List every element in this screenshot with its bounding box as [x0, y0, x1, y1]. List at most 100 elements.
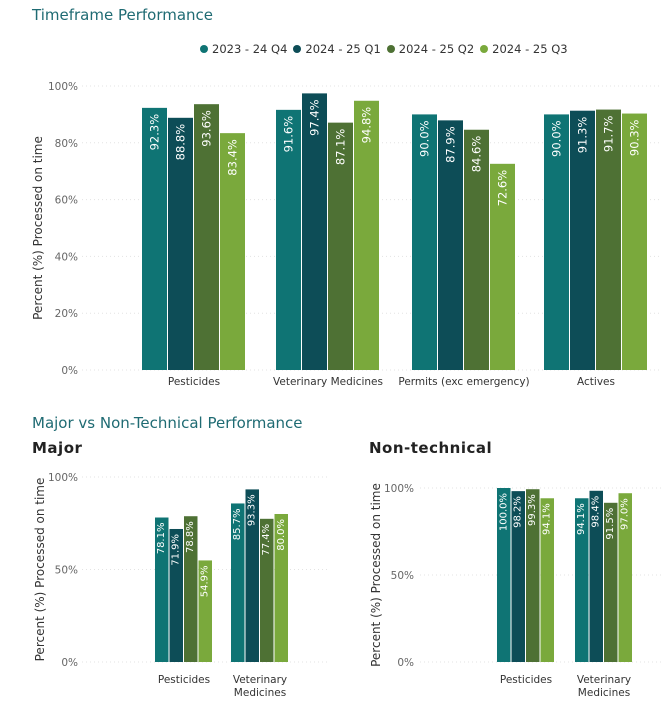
bar	[589, 490, 603, 662]
bar	[354, 100, 379, 370]
y-tick-label: 60%	[55, 195, 78, 207]
y-tick-label: 0%	[61, 657, 78, 669]
data-label: 90.0%	[550, 120, 564, 157]
bar	[274, 514, 288, 662]
data-label: 93.3%	[247, 494, 258, 526]
data-label: 92.3%	[148, 114, 162, 151]
y-tick-label: 100%	[384, 483, 414, 495]
bar	[169, 528, 183, 662]
data-label: 84.6%	[470, 136, 484, 173]
bar	[618, 493, 632, 662]
bar	[544, 114, 569, 371]
data-label: 91.7%	[602, 116, 616, 153]
data-label: 91.6%	[282, 116, 296, 153]
bar	[526, 489, 540, 662]
bar	[302, 93, 327, 370]
legend-label: 2024 - 25 Q3	[492, 42, 568, 56]
category-label: Veterinary	[233, 674, 287, 686]
bar	[596, 109, 621, 371]
major-chart-title: Major	[32, 439, 83, 457]
data-label: 97.4%	[308, 99, 322, 136]
data-label: 78.1%	[156, 523, 167, 555]
category-label: Pesticides	[500, 674, 552, 686]
bar	[570, 110, 595, 370]
data-label: 94.1%	[576, 503, 587, 535]
bar	[231, 503, 245, 662]
data-label: 94.1%	[542, 503, 553, 535]
bar	[245, 489, 259, 662]
data-label: 80.0%	[276, 519, 287, 551]
legend-item[interactable]: 2024 - 25 Q3	[480, 42, 568, 56]
data-label: 77.4%	[261, 524, 272, 556]
legend-swatch	[293, 45, 302, 53]
bar	[142, 107, 167, 371]
data-label: 98.4%	[591, 496, 602, 528]
bar	[511, 491, 525, 662]
bar	[575, 498, 589, 662]
data-label: 98.2%	[513, 496, 524, 528]
data-label: 88.8%	[174, 124, 188, 161]
category-label: Medicines	[234, 687, 286, 699]
legend-label: 2023 - 24 Q4	[212, 42, 288, 56]
bar	[540, 498, 554, 662]
bar	[220, 133, 245, 370]
bar	[622, 113, 647, 370]
bar	[184, 516, 198, 662]
legend-label: 2024 - 25 Q2	[398, 42, 475, 56]
category-label: Veterinary Medicines	[273, 376, 383, 388]
data-label: 90.3%	[628, 119, 642, 156]
data-label: 100.0%	[498, 493, 509, 531]
y-tick-label: 0%	[61, 365, 78, 377]
bar	[412, 114, 437, 371]
legend-label: 2024 - 25 Q1	[305, 42, 381, 56]
y-tick-label: 50%	[391, 570, 414, 582]
data-label: 94.8%	[360, 107, 374, 144]
bar	[438, 120, 463, 370]
data-label: 54.9%	[200, 565, 211, 597]
category-label: Medicines	[578, 687, 630, 699]
y-tick-label: 50%	[55, 565, 78, 577]
data-label: 99.3%	[527, 494, 538, 526]
legend-swatch	[386, 45, 395, 53]
category-label: Actives	[577, 376, 615, 388]
data-label: 71.9%	[171, 534, 182, 566]
legend-swatch	[200, 45, 208, 53]
bar	[490, 163, 515, 370]
bar	[497, 488, 511, 662]
y-axis-title: Percent (%) Processed on time	[31, 136, 45, 320]
data-label: 87.1%	[334, 129, 348, 166]
data-label: 91.5%	[605, 508, 616, 540]
data-label: 83.4%	[226, 139, 240, 176]
bar	[260, 518, 274, 662]
bar	[328, 122, 353, 370]
y-tick-label: 0%	[397, 657, 414, 669]
data-label: 91.3%	[576, 117, 590, 154]
category-label: Pesticides	[158, 674, 210, 686]
category-label: Pesticides	[168, 376, 220, 388]
bar	[155, 517, 169, 662]
bar	[604, 502, 618, 662]
category-label: Veterinary	[577, 674, 631, 686]
y-tick-label: 100%	[48, 472, 78, 484]
legend-swatch	[480, 45, 489, 53]
legend-item[interactable]: 2024 - 25 Q1	[293, 42, 381, 56]
non-technical-chart-title: Non-technical	[369, 439, 493, 457]
data-label: 90.0%	[418, 120, 432, 157]
data-label: 78.8%	[185, 521, 196, 553]
data-label: 72.6%	[496, 170, 510, 207]
y-axis-title: Percent (%) Processed on time	[369, 483, 383, 667]
data-label: 97.0%	[620, 498, 631, 530]
bar	[198, 560, 212, 662]
data-label: 93.6%	[200, 110, 214, 147]
major-vs-section-title: Major vs Non-Technical Performance	[32, 414, 303, 432]
legend-item[interactable]: 2023 - 24 Q4	[200, 42, 287, 56]
legend-item[interactable]: 2024 - 25 Q2	[386, 42, 475, 56]
bar	[276, 109, 301, 370]
y-tick-label: 40%	[55, 251, 78, 263]
y-tick-label: 20%	[55, 308, 78, 320]
chart-legend: 2023 - 24 Q4 2024 - 25 Q1 2024 - 25 Q2 2024…	[200, 40, 574, 58]
bar	[168, 117, 193, 370]
y-tick-label: 80%	[55, 138, 78, 150]
timeframe-section-title: Timeframe Performance	[32, 6, 214, 24]
